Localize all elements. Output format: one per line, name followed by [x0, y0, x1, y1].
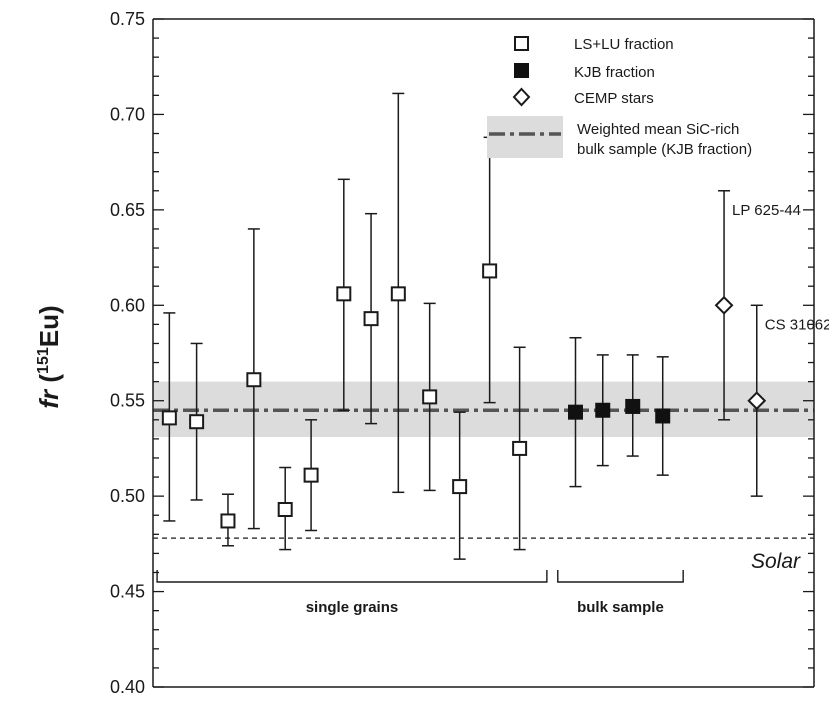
legend-band-swatch	[487, 116, 563, 158]
marker-cemp	[714, 295, 734, 315]
y-axis-title-superscript: 151	[35, 347, 52, 374]
legend-label-kjb: KJB fraction	[574, 64, 655, 81]
group-label: bulk sample	[577, 599, 664, 616]
data-markers	[161, 263, 767, 529]
marker-ls-lu	[452, 479, 468, 495]
marker-kjb	[567, 404, 583, 420]
marker-kjb	[625, 398, 641, 414]
marker-ls-lu	[482, 263, 498, 279]
marker-ls-lu	[422, 389, 438, 405]
marker-ls-lu	[277, 502, 293, 518]
y-tick-label: 0.60	[110, 295, 145, 315]
y-axis-title-open: (	[34, 374, 64, 390]
marker-ls-lu	[220, 513, 236, 529]
y-tick-label: 0.65	[110, 200, 145, 220]
y-axis-title: fr (151Eu)	[34, 305, 64, 408]
marker-ls-lu	[512, 440, 528, 456]
legend-marker-open-diamond	[512, 87, 531, 107]
point-annotations: LP 625-44 CS 31062-050	[732, 202, 829, 334]
marker-kjb	[655, 408, 671, 424]
y-tick-label: 0.55	[110, 391, 145, 411]
marker-ls-lu	[161, 410, 177, 426]
y-axis-tick-labels: 0.40 0.45 0.50 0.55 0.60 0.65 0.70 0.75	[110, 9, 145, 697]
solar-label: Solar	[751, 550, 801, 573]
point-label: CS 31062-050	[765, 316, 829, 333]
y-tick-label: 0.45	[110, 582, 145, 602]
group-bracket	[557, 570, 684, 583]
marker-cemp	[747, 391, 767, 411]
y-axis-ticks	[153, 18, 814, 688]
y-tick-label: 0.40	[110, 677, 145, 697]
legend-marker-filled-square	[514, 63, 529, 78]
y-tick-label: 0.70	[110, 104, 145, 124]
group-bracket	[156, 570, 548, 583]
legend-label-cemp: CEMP stars	[574, 90, 654, 107]
marker-ls-lu	[336, 286, 352, 302]
legend-label-ls-lu: LS+LU fraction	[574, 36, 674, 53]
marker-ls-lu	[303, 467, 319, 483]
marker-kjb	[595, 402, 611, 418]
group-brackets: single grains bulk sample	[156, 570, 684, 616]
group-label: single grains	[306, 599, 399, 616]
y-axis-title-element: Eu)	[34, 305, 64, 347]
error-bars	[163, 92, 763, 560]
y-tick-label: 0.75	[110, 9, 145, 29]
point-label: LP 625-44	[732, 202, 801, 219]
marker-ls-lu	[390, 286, 406, 302]
marker-ls-lu	[246, 372, 262, 388]
marker-ls-lu	[189, 414, 205, 430]
legend: LS+LU fraction KJB fraction CEMP stars W…	[487, 36, 752, 158]
legend-label-mean-2: bulk sample (KJB fraction)	[577, 141, 752, 158]
y-axis-title-fr: fr	[34, 388, 64, 409]
legend-marker-open-square	[514, 36, 529, 51]
marker-ls-lu	[363, 311, 379, 327]
y-tick-label: 0.50	[110, 486, 145, 506]
legend-label-mean-1: Weighted mean SiC-rich	[577, 121, 739, 138]
